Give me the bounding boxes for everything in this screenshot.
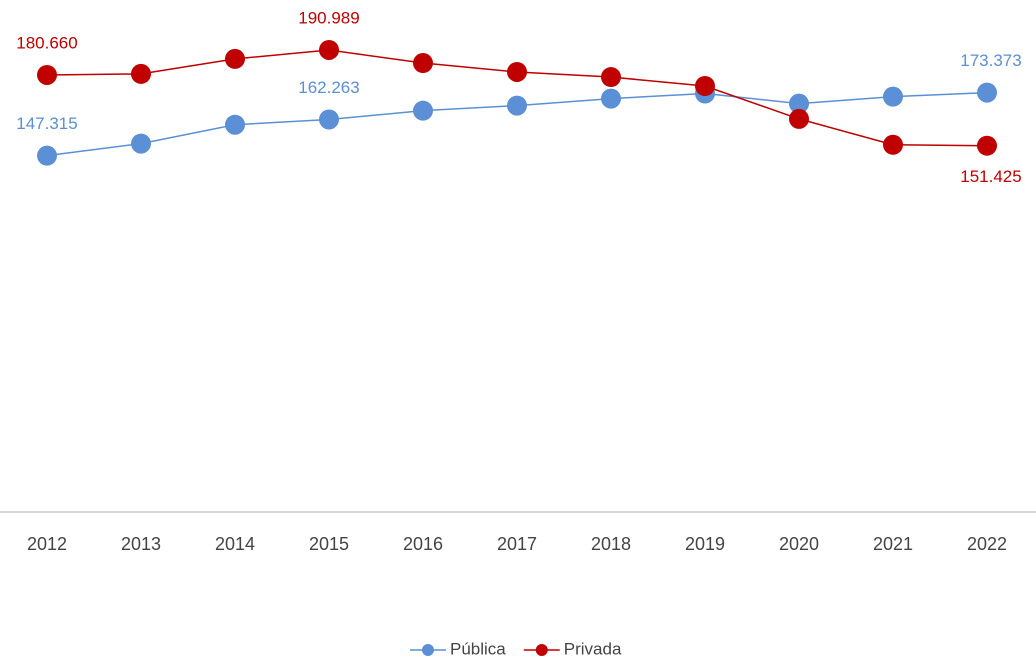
- legend-label: Privada: [564, 639, 622, 658]
- x-tick-label: 2018: [591, 534, 631, 554]
- data-point: [507, 95, 527, 116]
- data-point: [131, 133, 151, 154]
- data-point: [225, 114, 245, 135]
- data-point: [413, 100, 433, 121]
- data-point: [131, 63, 151, 84]
- data-label: 180.660: [16, 33, 77, 52]
- data-label: 151.425: [960, 167, 1021, 186]
- data-point: [37, 145, 57, 166]
- x-tick-label: 2016: [403, 534, 443, 554]
- x-tick-label: 2019: [685, 534, 725, 554]
- legend-label: Pública: [450, 639, 506, 658]
- data-label: 147.315: [16, 114, 77, 133]
- data-point: [789, 93, 809, 114]
- data-point: [507, 61, 527, 82]
- x-tick-label: 2015: [309, 534, 349, 554]
- legend-marker: [422, 644, 434, 656]
- x-tick-label: 2020: [779, 534, 819, 554]
- data-point: [413, 53, 433, 74]
- data-point: [883, 86, 903, 107]
- data-label: 190.989: [298, 8, 359, 27]
- x-tick-label: 2012: [27, 534, 67, 554]
- data-point: [37, 64, 57, 85]
- data-point: [977, 135, 997, 156]
- data-point: [977, 82, 997, 103]
- data-point: [789, 108, 809, 129]
- data-label: 162.263: [298, 78, 359, 97]
- x-tick-label: 2022: [967, 534, 1007, 554]
- data-point: [695, 76, 715, 97]
- data-label: 173.373: [960, 51, 1021, 70]
- data-point: [319, 109, 339, 130]
- x-tick-label: 2017: [497, 534, 537, 554]
- data-point: [319, 39, 339, 60]
- data-point: [601, 67, 621, 88]
- data-point: [225, 48, 245, 69]
- x-tick-label: 2021: [873, 534, 913, 554]
- legend-marker: [535, 644, 548, 656]
- x-tick-label: 2014: [215, 534, 255, 554]
- data-point: [601, 88, 621, 109]
- data-point: [883, 134, 903, 155]
- x-tick-label: 2013: [121, 534, 161, 554]
